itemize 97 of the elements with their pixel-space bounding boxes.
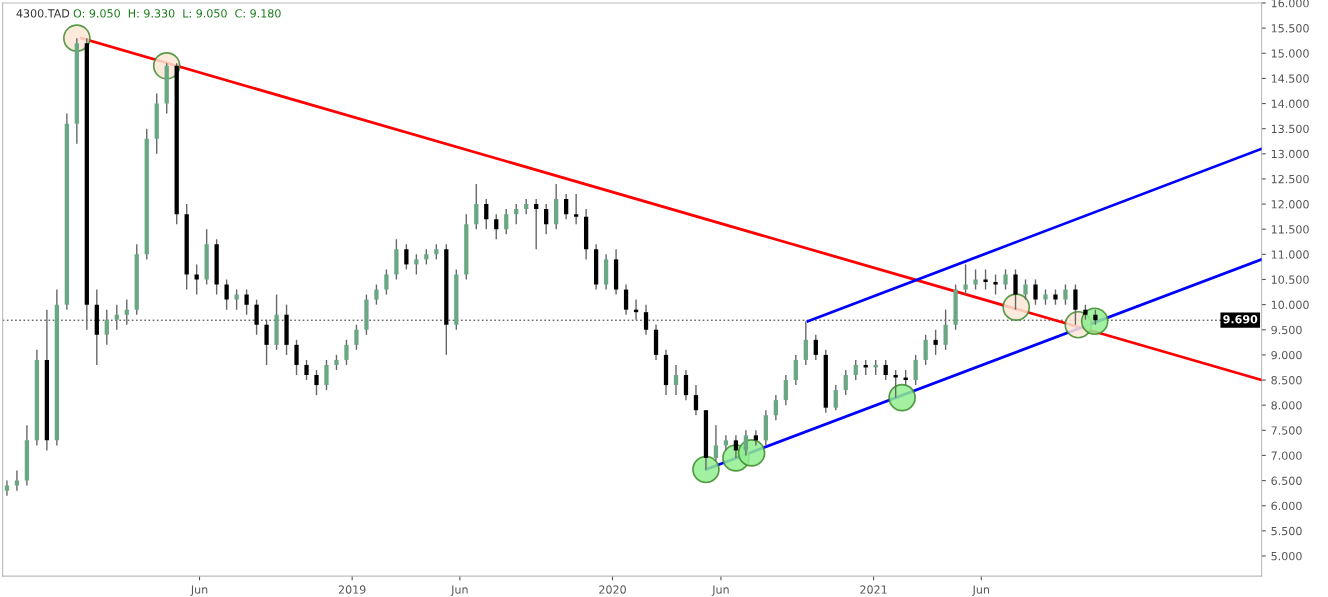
x-tick-label: Jun bbox=[190, 585, 208, 596]
x-tick-label: Jun bbox=[972, 585, 990, 596]
candlestick bbox=[773, 394, 778, 421]
y-tick-label: 11.500 bbox=[1271, 225, 1309, 234]
candlestick bbox=[124, 298, 129, 326]
candlestick bbox=[733, 434, 739, 459]
candlestick bbox=[514, 203, 519, 225]
candlestick bbox=[234, 288, 239, 311]
candlestick bbox=[723, 434, 729, 452]
y-tick-label: 5.500 bbox=[1271, 526, 1302, 536]
y-tick-label: 8.500 bbox=[1271, 376, 1302, 385]
candlestick bbox=[853, 359, 858, 381]
candlestick bbox=[354, 324, 359, 351]
candlestick bbox=[414, 253, 419, 276]
candlestick bbox=[534, 198, 539, 251]
y-tick-label: 7.500 bbox=[1271, 426, 1302, 435]
candlestick bbox=[883, 359, 888, 381]
candlestick bbox=[693, 384, 699, 416]
candlestick bbox=[743, 429, 749, 457]
chart-title: 4300.TAD bbox=[16, 9, 70, 18]
candlestick bbox=[673, 364, 679, 396]
candlestick bbox=[963, 263, 968, 296]
candlestick bbox=[1073, 283, 1078, 326]
candlestick bbox=[983, 268, 988, 291]
y-tick-label: 13.000 bbox=[1271, 149, 1309, 159]
y-tick-label: 6.500 bbox=[1271, 476, 1302, 485]
y-tick-label: 8.000 bbox=[1271, 401, 1302, 410]
candlestick bbox=[893, 369, 898, 399]
candlestick bbox=[993, 273, 998, 296]
y-tick-label: 7.000 bbox=[1271, 451, 1302, 460]
candlestick bbox=[683, 369, 689, 401]
candlestick bbox=[1023, 278, 1028, 301]
y-tick-label: 10.500 bbox=[1271, 275, 1309, 284]
candlestick bbox=[973, 268, 978, 291]
x-tick-label: Jun bbox=[711, 585, 729, 596]
candlestick bbox=[114, 303, 119, 331]
y-tick-label: 9.500 bbox=[1271, 325, 1302, 335]
candlestick bbox=[374, 283, 379, 306]
candlestick bbox=[314, 369, 319, 396]
point bbox=[888, 383, 916, 412]
candlestick bbox=[943, 308, 948, 351]
candlestick bbox=[753, 429, 759, 447]
candlestick bbox=[574, 193, 579, 225]
candlestick bbox=[713, 424, 719, 462]
candlestick bbox=[783, 374, 788, 406]
y-tick-label: 10.000 bbox=[1271, 300, 1309, 310]
candlestick bbox=[1063, 283, 1068, 306]
candlestick bbox=[623, 283, 629, 316]
candlestick bbox=[913, 354, 918, 386]
ref-line-label: 9.690 bbox=[1223, 315, 1258, 324]
candlestick bbox=[564, 193, 569, 220]
candlestick bbox=[803, 320, 808, 366]
candlestick bbox=[813, 334, 818, 361]
y-tick-label: 5.000 bbox=[1271, 551, 1302, 561]
candlestick bbox=[14, 469, 20, 492]
x-tick-label: Jun bbox=[450, 585, 468, 596]
y-tick-label: 14.500 bbox=[1271, 74, 1309, 83]
y-tick-label: 15.500 bbox=[1271, 24, 1309, 33]
candlestick bbox=[933, 329, 938, 356]
annotation: O: 9.050 H: 9.330 L: 9.050 C: 9.180 bbox=[73, 9, 281, 18]
candlestick bbox=[344, 339, 349, 366]
candlestick bbox=[1033, 278, 1038, 306]
candlestick bbox=[504, 208, 509, 235]
candlestick bbox=[544, 203, 549, 235]
candlestick bbox=[104, 308, 109, 346]
candlestick bbox=[404, 243, 409, 271]
candlestick bbox=[484, 198, 489, 230]
candlestick bbox=[494, 213, 499, 240]
y-tick-label: 11.000 bbox=[1271, 250, 1309, 259]
candlestick bbox=[793, 354, 798, 386]
candlestick bbox=[294, 339, 299, 376]
y-tick-label: 14.000 bbox=[1271, 99, 1309, 108]
candlestick bbox=[194, 263, 199, 296]
candlestick bbox=[304, 359, 309, 381]
candlestick bbox=[1003, 268, 1008, 291]
y-tick-label: 9.000 bbox=[1271, 350, 1302, 360]
y-tick-label: 6.000 bbox=[1271, 501, 1302, 511]
candlestick bbox=[384, 268, 389, 296]
candlestick bbox=[4, 479, 10, 497]
candlestick bbox=[843, 369, 848, 396]
candlestick bbox=[324, 359, 329, 391]
candlestick bbox=[244, 288, 249, 316]
x-tick-label: 2021 bbox=[860, 585, 887, 594]
y-tick-label: 15.000 bbox=[1271, 49, 1309, 58]
candlestick bbox=[923, 334, 928, 366]
candlestick bbox=[474, 183, 479, 230]
candlestick bbox=[833, 384, 838, 411]
point bbox=[737, 439, 766, 467]
x-tick-label: 2020 bbox=[599, 585, 626, 594]
point bbox=[1002, 293, 1031, 321]
x-tick-label: 2019 bbox=[338, 585, 366, 594]
y-tick-label: 12.500 bbox=[1271, 174, 1309, 184]
candlestick bbox=[1013, 268, 1018, 311]
point bbox=[692, 455, 720, 484]
y-tick-label: 13.500 bbox=[1271, 124, 1309, 134]
y-tick-label: 12.000 bbox=[1271, 200, 1309, 209]
candlestick bbox=[224, 278, 229, 311]
